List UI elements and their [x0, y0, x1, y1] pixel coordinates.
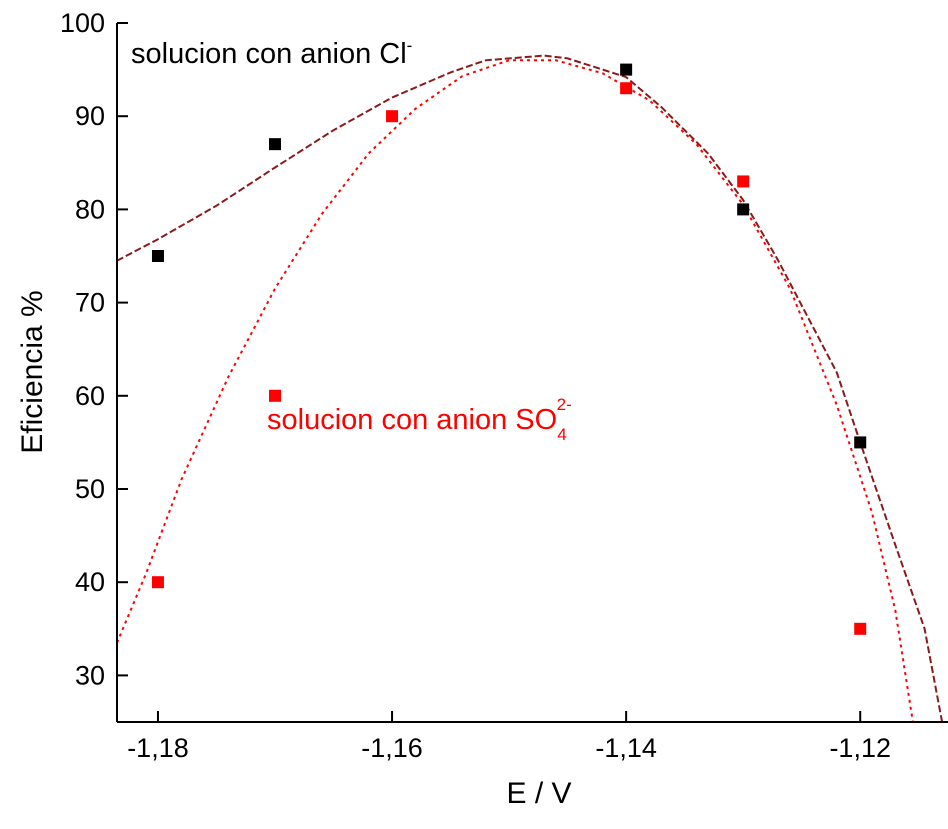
data-point-series-1: [854, 436, 867, 449]
fit-curve-series-1: [117, 54, 944, 722]
annotation-chloride: solucion con anion Cl-: [131, 36, 412, 70]
y-tick-label: 60: [75, 381, 105, 411]
y-tick-label: 30: [75, 660, 105, 690]
x-tick-label: -1,12: [829, 733, 891, 763]
y-tick-label: 70: [75, 288, 105, 318]
annotation-chloride-superscript: -: [407, 36, 413, 55]
annotation-sulfate-superscript: 2-: [557, 395, 572, 414]
data-point-series-1: [269, 138, 282, 151]
y-tick-label: 90: [75, 101, 105, 131]
y-tick-label: 80: [75, 194, 105, 224]
data-point-series-1: [151, 250, 164, 262]
x-tick-label: -1,16: [361, 733, 423, 763]
data-point-series-2: [386, 110, 399, 123]
y-tick-label: 40: [75, 567, 105, 597]
y-axis-title: Eficiencia %: [16, 290, 49, 453]
fit-curves: [117, 54, 944, 722]
data-point-series-1: [620, 63, 633, 76]
data-point-series-2: [151, 576, 164, 589]
annotation-sulfate-subscript: 4: [557, 425, 566, 444]
annotation-sulfate: solucion con anion SO4 2-: [267, 395, 572, 444]
annotation-chloride-text: solucion con anion Cl: [131, 38, 407, 70]
y-tick-label: 100: [60, 8, 105, 38]
x-tick-label: -1,14: [595, 733, 657, 763]
y-tick-label: 50: [75, 474, 105, 504]
data-point-series-2: [737, 175, 750, 188]
fit-curve-series-2: [117, 59, 914, 722]
axes: [116, 23, 948, 723]
annotation-sulfate-text: solucion con anion SO: [267, 404, 557, 436]
x-tick-label: -1,18: [127, 733, 189, 763]
data-point-series-2: [620, 82, 633, 95]
data-point-series-2: [854, 622, 867, 635]
data-points: [151, 63, 867, 635]
data-point-series-1: [737, 203, 750, 216]
ticks: -1,18 -1,16 -1,14 -1,12 30 40 50 60 70 80 90 100: [60, 8, 891, 763]
x-axis-title: E / V: [506, 777, 571, 810]
data-point-series-2: [269, 389, 282, 402]
